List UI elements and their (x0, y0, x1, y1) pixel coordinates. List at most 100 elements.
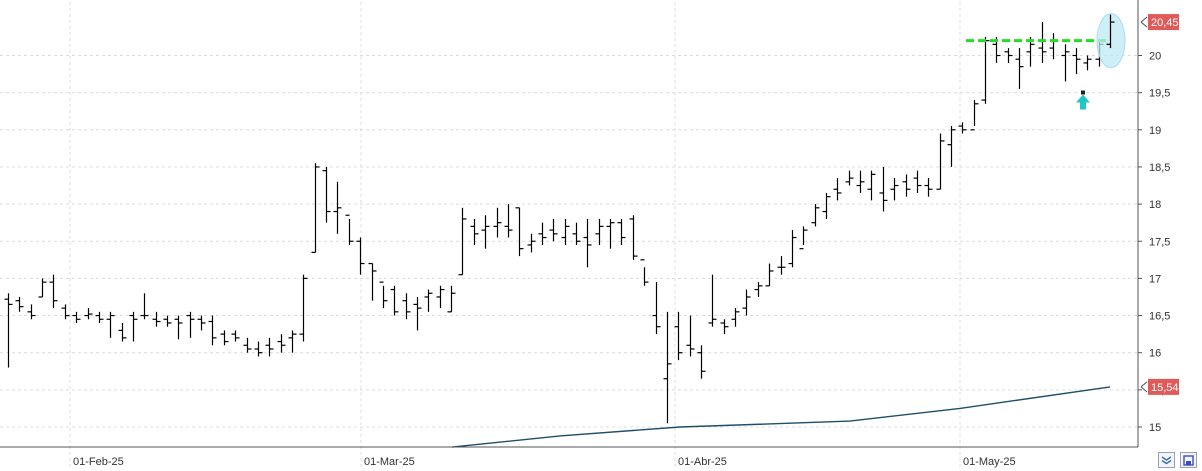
moving-average-layer (451, 386, 1111, 448)
ohlc-bar (481, 215, 490, 249)
ohlc-bar (1083, 55, 1092, 71)
ohlc-bar (402, 293, 411, 320)
ohlc-bar (61, 304, 70, 320)
ohlc-bar (720, 319, 729, 335)
ohlc-bar (765, 263, 774, 287)
ohlc-bar (208, 315, 217, 346)
ohlc-bar (1038, 22, 1047, 63)
ohlc-bar (629, 215, 638, 260)
ohlc-bar (129, 311, 138, 342)
ohlc-bar (981, 36, 990, 104)
save-button[interactable] (1180, 452, 1197, 468)
save-icon (1183, 454, 1194, 466)
ohlc-bar (311, 163, 320, 253)
badge-label: 20,45 (1151, 17, 1179, 29)
ohlc-bar (708, 274, 717, 327)
annotation-layer (966, 13, 1126, 110)
ohlc-bar (606, 218, 615, 249)
ohlc-bar (1004, 48, 1013, 63)
ohlc-bar (95, 311, 104, 323)
ohlc-bars-layer (4, 14, 1115, 424)
ohlc-bar (4, 293, 13, 368)
ohlc-bar (470, 218, 479, 245)
moving-average-badge: 15,54 (1140, 378, 1179, 395)
ohlc-bar (742, 289, 751, 316)
ohlc-bar (652, 282, 661, 335)
ohlc-bar (799, 226, 808, 250)
ohlc-bar (947, 126, 956, 167)
collapse-button[interactable] (1158, 452, 1175, 468)
x-tick-label: 01-May-25 (963, 456, 1016, 468)
badge-pointer (1140, 381, 1148, 393)
ohlc-bar (936, 133, 945, 190)
y-tick-label: 17 (1149, 273, 1161, 285)
x-tick-label: 01-Mar-25 (364, 456, 415, 468)
ohlc-bar (49, 274, 58, 309)
ohlc-bar (515, 207, 524, 257)
ohlc-bar (254, 341, 263, 357)
ohlc-bar (118, 322, 127, 342)
ohlc-bar (299, 274, 308, 342)
ohlc-bar (15, 296, 24, 312)
y-tick-label: 20 (1149, 51, 1161, 63)
ohlc-bar (493, 207, 502, 238)
y-tick-label: 18 (1149, 199, 1161, 211)
ohlc-bar (549, 218, 558, 242)
ohlc-bar (243, 337, 252, 353)
ohlc-bar (970, 100, 979, 131)
badge-label: 15,54 (1151, 382, 1179, 394)
last-price-badge: 20,45 (1140, 14, 1179, 31)
ohlc-bar (345, 214, 354, 245)
ohlc-bar (833, 178, 842, 201)
ohlc-bar (277, 334, 286, 353)
ohlc-bar (504, 204, 513, 238)
ohlc-bar (265, 337, 274, 357)
ohlc-bar (72, 311, 81, 323)
y-tick-label: 16,5 (1149, 311, 1170, 323)
ohlc-bar (583, 218, 592, 268)
ohlc-bar (913, 170, 922, 193)
ohlc-bar (1061, 44, 1070, 82)
ohlc-bar (38, 278, 47, 298)
ohlc-bar (84, 308, 93, 320)
ohlc-bar (1015, 48, 1024, 89)
double-chevron-icon (1161, 456, 1172, 465)
y-tick-label: 19,5 (1149, 88, 1170, 100)
ohlc-bar (561, 218, 570, 245)
ohlc-bar (197, 315, 206, 331)
ohlc-bar (413, 296, 422, 331)
ohlc-bar (368, 262, 377, 301)
ohlc-bar (106, 311, 115, 338)
ohlc-bar (845, 170, 854, 186)
ohlc-bar (924, 178, 933, 197)
ohlc-bar (902, 174, 911, 197)
ohlc-bar (686, 315, 695, 357)
ohlc-bar (754, 282, 763, 297)
badge-box (1148, 14, 1179, 31)
x-tick-label: 01-Abr-25 (678, 456, 727, 468)
ohlc-bar (879, 166, 888, 212)
ohlc-bar (777, 256, 786, 275)
ohlc-bar (572, 222, 581, 245)
x-tick-label: 01-Feb-25 (73, 456, 124, 468)
ohlc-bar (617, 218, 626, 245)
ohlc-bar (322, 166, 331, 223)
ohlc-bar (640, 259, 649, 286)
ohlc-bar (527, 233, 536, 253)
ohlc-bar (27, 304, 36, 320)
badge-box (1148, 378, 1179, 395)
grid-layer (0, 2, 1138, 467)
ohlc-bar (890, 178, 899, 201)
ohlc-bar (436, 285, 445, 309)
ohlc-bar (152, 311, 161, 327)
ohlc-bar (811, 204, 820, 227)
ohlc-bar (788, 230, 797, 268)
ohlc-bar (663, 311, 672, 424)
y-tick-label: 15 (1149, 422, 1161, 434)
ohlc-bar (186, 311, 195, 338)
ohlc-bar (390, 285, 399, 316)
y-tick-label: 16 (1149, 348, 1161, 360)
ohlc-bar (333, 181, 342, 234)
moving-average-line (451, 386, 1111, 448)
